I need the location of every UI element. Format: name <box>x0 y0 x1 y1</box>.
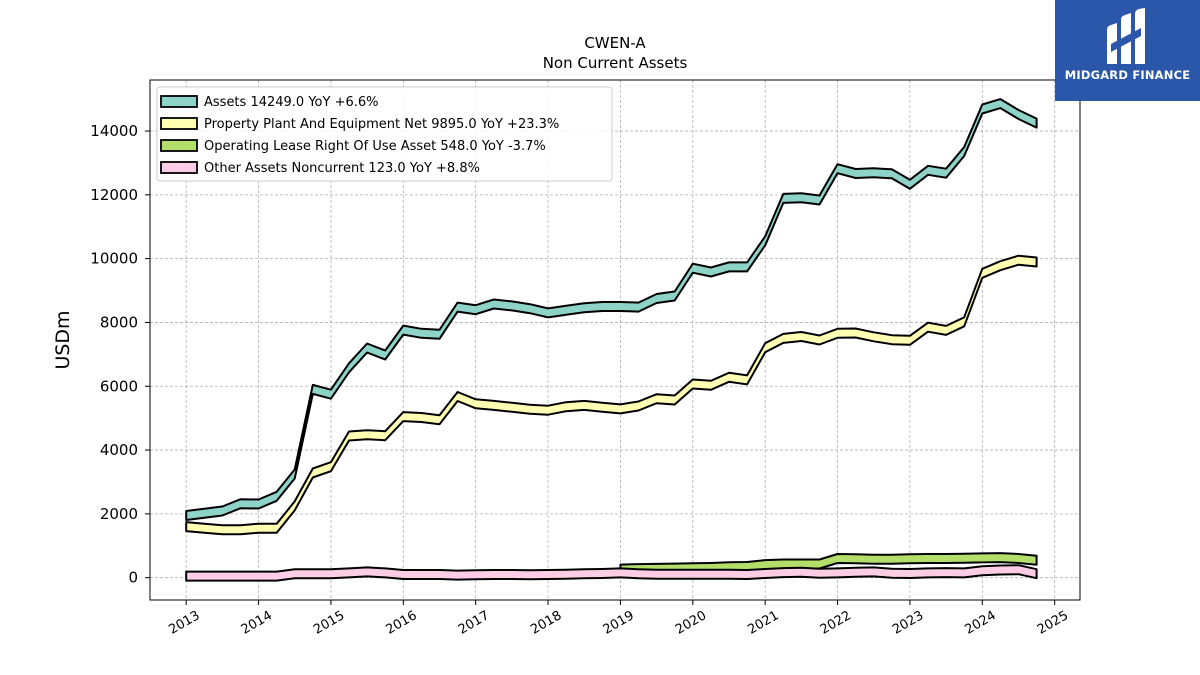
y-tick-label: 10000 <box>90 250 138 268</box>
y-axis-label: USDm <box>52 310 74 369</box>
x-tick-label: 2025 <box>1035 608 1071 638</box>
legend-label: Other Assets Noncurrent 123.0 YoY +8.8% <box>204 161 480 176</box>
chart-subtitle: Non Current Assets <box>543 54 688 72</box>
x-tick-label: 2022 <box>818 608 854 638</box>
logo-text: MIDGARD FINANCE <box>1064 68 1191 82</box>
legend-swatch <box>160 161 198 174</box>
x-tick-label: 2020 <box>673 608 709 638</box>
chart-title: CWEN-A <box>584 34 646 52</box>
legend-box <box>156 86 613 182</box>
series-band-0 <box>185 98 1038 521</box>
y-tick-label: 12000 <box>90 186 138 204</box>
series-layer <box>185 98 1038 582</box>
legend: Assets 14249.0 YoY +6.6% Property Plant A… <box>156 86 613 182</box>
x-tick-label: 2021 <box>745 608 781 638</box>
legend-label: Property Plant And Equipment Net 9895.0 … <box>204 117 559 132</box>
legend-label: Assets 14249.0 YoY +6.6% <box>204 95 379 110</box>
x-tick-label: 2018 <box>528 608 564 638</box>
x-tick-label: 2014 <box>239 608 275 638</box>
plot-frame <box>149 79 1081 601</box>
x-tick-label: 2024 <box>962 608 998 638</box>
legend-label: Operating Lease Right Of Use Asset 548.0… <box>204 139 546 154</box>
y-tick-label: 8000 <box>100 313 138 331</box>
y-tick-label: 0 <box>128 569 138 587</box>
x-tick-label: 2013 <box>166 608 202 638</box>
x-tick-label: 2017 <box>456 608 492 638</box>
x-tick-label: 2023 <box>890 608 926 638</box>
x-tick-label: 2019 <box>601 608 637 638</box>
legend-swatch <box>160 95 198 108</box>
brand-logo: MIDGARD FINANCE <box>1055 0 1200 101</box>
y-tick-label: 14000 <box>90 122 138 140</box>
x-tick-label: 2016 <box>383 608 419 638</box>
logo-mark-icon <box>1107 8 1145 64</box>
y-tick-label: 2000 <box>100 505 138 523</box>
legend-swatch <box>160 117 198 130</box>
series-band-1 <box>185 254 1038 536</box>
x-tick-label: 2015 <box>311 608 347 638</box>
legend-swatch <box>160 139 198 152</box>
y-tick-label: 4000 <box>100 441 138 459</box>
series-band-3 <box>185 564 1038 582</box>
y-tick-label: 6000 <box>100 377 138 395</box>
